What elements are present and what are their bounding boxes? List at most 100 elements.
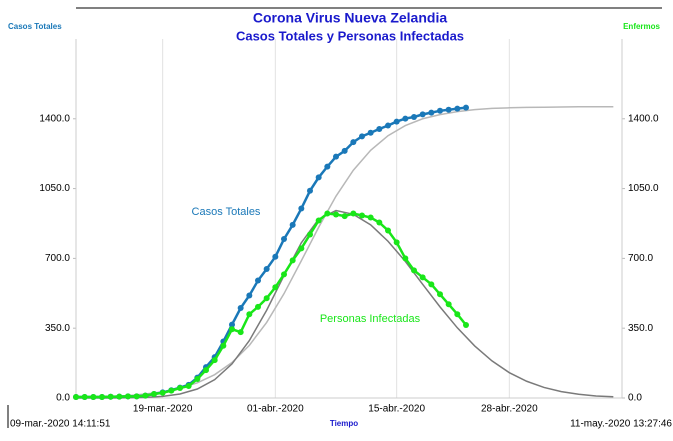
- series-point: [333, 211, 339, 218]
- series-point: [333, 153, 339, 160]
- series-line: [76, 209, 614, 399]
- series-point: [159, 389, 166, 396]
- series-point: [142, 392, 149, 399]
- series-point: [350, 210, 357, 217]
- series-point: [116, 393, 123, 400]
- series-point: [359, 133, 365, 140]
- series-point: [90, 394, 97, 401]
- series-point: [281, 236, 287, 243]
- series-point: [99, 394, 105, 401]
- series-point: [263, 295, 270, 302]
- series-point: [151, 391, 157, 398]
- series-point: [428, 109, 435, 116]
- series-point: [463, 322, 469, 329]
- y-tick-label: 1400.0: [39, 113, 70, 124]
- series-point: [428, 281, 435, 288]
- series-point: [289, 221, 296, 228]
- series-point: [246, 311, 253, 318]
- series-point: [376, 219, 383, 226]
- series-point: [393, 118, 400, 125]
- series-point: [203, 367, 209, 374]
- series-line: [76, 212, 467, 399]
- series-point: [419, 274, 426, 281]
- series-point: [289, 257, 296, 264]
- y-tick-label: 350.0: [45, 323, 70, 334]
- series-point: [411, 267, 417, 274]
- series-point: [298, 245, 305, 252]
- series-point: [263, 265, 270, 272]
- series-point: [315, 174, 322, 181]
- series-point: [411, 113, 417, 120]
- y-tick-label: 700.0: [45, 253, 70, 264]
- y2-tick-label: 1050.0: [628, 183, 659, 194]
- series-point: [133, 393, 140, 400]
- series-point: [454, 311, 461, 318]
- series-point: [272, 253, 279, 260]
- series-point: [359, 212, 365, 219]
- series-point: [367, 129, 374, 136]
- series-point: [341, 213, 348, 220]
- y2-tick-label: 0.0: [628, 393, 642, 404]
- series-point: [350, 139, 357, 146]
- series-point: [437, 107, 443, 114]
- series-point: [393, 239, 400, 246]
- chart-title: Corona Virus Nueva Zelandia: [253, 10, 447, 26]
- end-label: 11-may.-2020 13:27:46: [570, 419, 672, 430]
- y2-tick-label: 1400.0: [628, 113, 659, 124]
- series-point: [376, 125, 383, 132]
- x-tick-label: 19-mar.-2020: [133, 404, 193, 415]
- y-axis-label: Casos Totales: [8, 22, 62, 31]
- series-point: [463, 104, 469, 111]
- series-point: [298, 205, 305, 212]
- series-point: [385, 227, 391, 234]
- series-point: [107, 393, 114, 400]
- series-point: [324, 210, 331, 217]
- x-tick-label: 15-abr.-2020: [368, 404, 425, 415]
- y2-tick-label: 350.0: [628, 323, 653, 334]
- series-point: [402, 115, 409, 122]
- series-point: [385, 122, 391, 129]
- series-point: [445, 106, 452, 113]
- chart-subtitle: Casos Totales y Personas Infectadas: [236, 28, 464, 43]
- series-point: [307, 187, 313, 194]
- series-point: [307, 231, 313, 238]
- y-tick-label: 1050.0: [39, 183, 70, 194]
- x-tick-label: 01-abr.-2020: [247, 404, 304, 415]
- series-point: [177, 385, 183, 392]
- series-point: [246, 292, 253, 299]
- series-point: [125, 393, 131, 400]
- series-point: [220, 342, 227, 349]
- series-point: [281, 271, 287, 278]
- series-point: [324, 163, 331, 170]
- series-point: [229, 326, 235, 333]
- series-point: [255, 277, 261, 284]
- series-point: [419, 111, 426, 118]
- series-annotation: Personas Infectadas: [320, 313, 421, 325]
- x-tick-label: 28-abr.-2020: [481, 404, 538, 415]
- series-point: [454, 105, 461, 112]
- series-line: [76, 106, 467, 399]
- series-point: [194, 376, 201, 383]
- series-point: [168, 387, 175, 394]
- series-point: [229, 321, 235, 328]
- x-axis-label: Tiempo: [330, 419, 358, 428]
- series-point: [255, 303, 261, 310]
- y2-axis-label: Enfermos: [623, 22, 660, 31]
- series-point: [445, 301, 452, 308]
- series-point: [315, 217, 322, 224]
- series-point: [437, 291, 443, 298]
- series-point: [185, 383, 192, 390]
- start-label: 09-mar.-2020 14:11:51: [10, 419, 111, 430]
- series-point: [341, 147, 348, 154]
- series-point: [73, 394, 79, 401]
- series-point: [237, 329, 244, 336]
- series-point: [402, 255, 409, 262]
- series-annotation: Casos Totales: [192, 206, 261, 218]
- y-tick-label: 0.0: [56, 393, 70, 404]
- y2-tick-label: 700.0: [628, 253, 653, 264]
- series-point: [211, 357, 218, 364]
- series-point: [367, 214, 374, 221]
- series-point: [81, 394, 88, 401]
- series-point: [237, 305, 244, 312]
